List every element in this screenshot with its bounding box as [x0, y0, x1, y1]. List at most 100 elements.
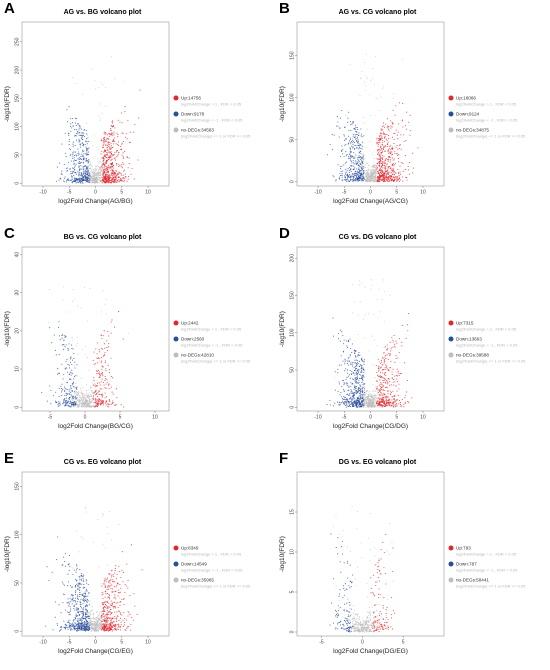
down-point	[85, 148, 87, 150]
no-deg-point	[80, 398, 82, 400]
down-point	[349, 121, 352, 123]
no-deg-point	[77, 305, 79, 307]
up-point	[106, 161, 108, 163]
down-point	[361, 388, 363, 390]
down-point	[65, 155, 67, 158]
no-deg-point	[374, 56, 377, 58]
up-point	[100, 381, 102, 383]
chart-title: AG vs. CG volcano plot	[338, 9, 417, 16]
down-point	[352, 175, 355, 178]
up-point	[381, 153, 383, 155]
down-point	[64, 400, 66, 402]
up-point	[382, 385, 384, 387]
up-point	[102, 164, 104, 166]
down-point	[66, 179, 68, 181]
up-point	[385, 167, 387, 169]
down-point	[72, 125, 74, 127]
down-point	[68, 162, 70, 164]
up-point	[383, 405, 385, 407]
down-point	[87, 172, 89, 175]
up-point	[105, 378, 107, 380]
down-point	[64, 176, 66, 178]
down-point	[69, 391, 72, 393]
up-point	[106, 169, 108, 171]
down-point	[361, 133, 363, 135]
up-point	[386, 176, 388, 178]
no-deg-point	[101, 611, 103, 613]
down-point	[71, 178, 73, 180]
up-point	[95, 370, 98, 372]
no-deg-point	[92, 179, 94, 182]
down-point	[83, 176, 85, 178]
no-deg-point	[71, 339, 74, 341]
up-point	[379, 164, 381, 166]
up-point	[390, 149, 392, 151]
up-point	[104, 168, 106, 170]
no-deg-point	[91, 396, 93, 398]
legend-down-marker	[173, 111, 179, 117]
no-deg-point	[98, 620, 100, 622]
up-point	[377, 172, 380, 175]
up-point	[396, 399, 398, 401]
down-point	[86, 150, 88, 152]
down-point	[345, 168, 347, 170]
down-point	[360, 174, 362, 176]
up-point	[387, 135, 390, 137]
up-point	[112, 167, 114, 169]
down-point	[76, 139, 78, 141]
up-point	[387, 149, 390, 151]
up-point	[124, 173, 126, 175]
down-point	[80, 182, 82, 184]
legend-down-criterion: log2FoldChange < -1 , FDR < 0.05	[181, 118, 243, 123]
down-point	[359, 397, 361, 399]
up-point	[396, 177, 398, 179]
up-point	[122, 132, 124, 134]
no-deg-point	[90, 386, 92, 389]
down-point	[80, 165, 82, 167]
down-point	[68, 343, 70, 345]
down-point	[360, 159, 362, 161]
down-point	[362, 157, 364, 159]
down-point	[75, 173, 77, 175]
down-point	[344, 370, 346, 372]
no-deg-point	[380, 383, 382, 385]
up-point	[112, 165, 115, 167]
down-point	[57, 405, 59, 407]
down-point	[355, 367, 357, 369]
down-point	[84, 178, 86, 180]
down-point	[66, 400, 68, 402]
up-point	[390, 360, 392, 362]
up-point	[394, 375, 396, 377]
up-point	[96, 372, 98, 375]
up-point	[98, 357, 100, 359]
down-point	[74, 171, 76, 173]
down-point	[359, 177, 361, 179]
down-point	[352, 383, 354, 385]
down-point	[74, 166, 76, 168]
down-point	[71, 359, 73, 361]
up-point	[109, 144, 111, 146]
down-point	[342, 170, 344, 172]
legend-no-degs-label: no-DEGs:39588	[456, 353, 489, 358]
no-deg-point	[87, 393, 89, 395]
no-deg-point	[366, 402, 368, 404]
up-point	[127, 167, 129, 169]
down-point	[85, 176, 87, 178]
down-point	[73, 162, 75, 164]
no-deg-point	[101, 165, 103, 167]
no-deg-point	[366, 78, 368, 80]
down-point	[363, 172, 365, 174]
up-point	[380, 397, 382, 399]
no-deg-point	[368, 173, 370, 175]
up-point	[396, 402, 398, 405]
up-point	[390, 125, 392, 127]
no-deg-point	[372, 164, 374, 166]
up-point	[391, 373, 393, 375]
down-point	[62, 400, 65, 402]
down-point	[355, 174, 357, 176]
no-deg-point	[366, 175, 368, 177]
up-point	[385, 374, 387, 376]
up-point	[393, 335, 395, 337]
up-point	[94, 383, 96, 385]
no-deg-point	[373, 406, 375, 408]
